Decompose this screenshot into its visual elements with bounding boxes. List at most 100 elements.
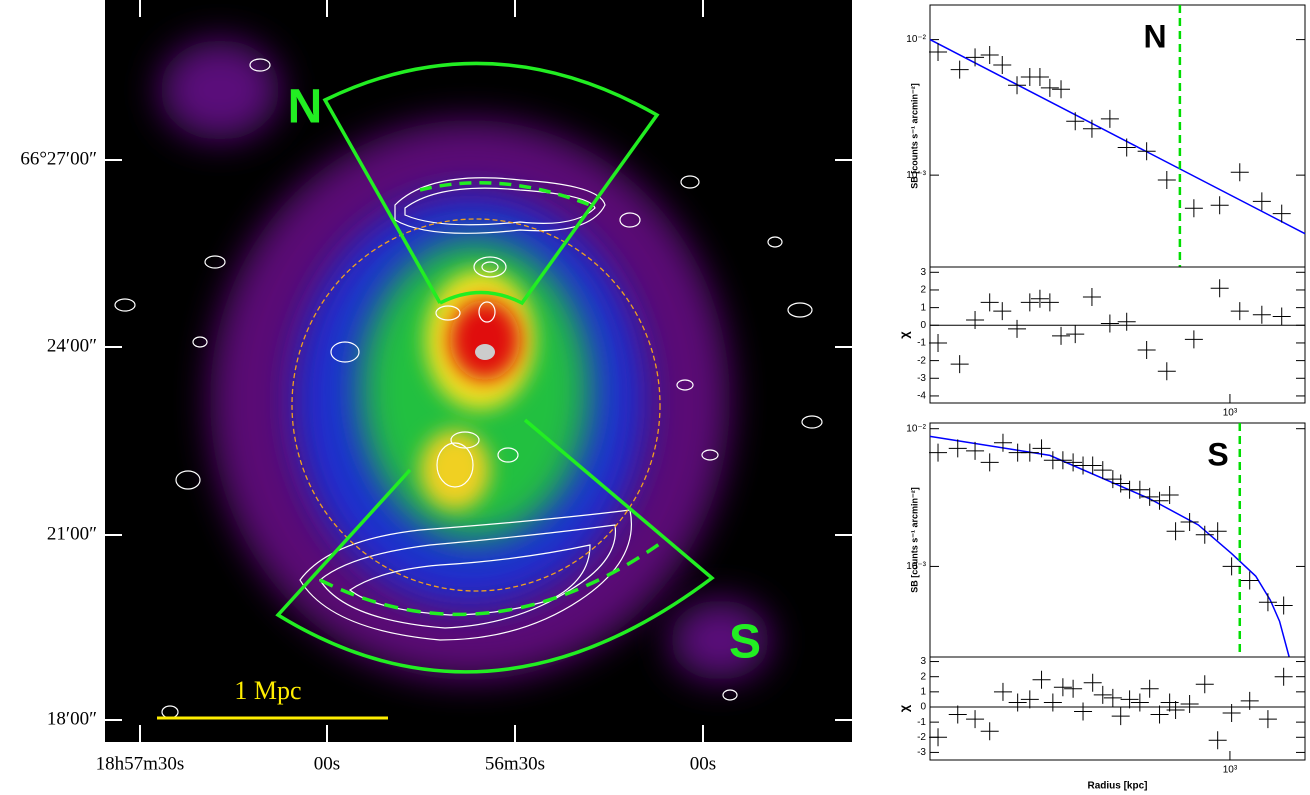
data-point	[1208, 731, 1227, 750]
data-point	[929, 333, 948, 352]
xray-image: 1 Mpc N S	[105, 0, 852, 742]
data-point	[1222, 557, 1241, 576]
data-point	[1157, 362, 1176, 381]
data-point	[1030, 67, 1049, 86]
data-point	[1074, 702, 1093, 721]
data-point	[1157, 171, 1176, 190]
data-point	[1020, 293, 1039, 312]
y-tick-label: -1	[917, 338, 926, 349]
data-point	[1140, 487, 1159, 506]
x-axis-label: Radius [kpc]	[1087, 781, 1147, 792]
data-point	[1040, 78, 1059, 97]
y-tick-label: 0	[920, 320, 926, 331]
data-point	[1195, 675, 1214, 694]
y-tick-label: 0	[920, 702, 926, 713]
data-point	[1117, 138, 1136, 157]
sector-label: N	[288, 81, 323, 134]
data-point	[1160, 486, 1179, 505]
data-point	[980, 453, 999, 472]
y-tick-label: 10⁻³	[906, 170, 926, 181]
data-point	[950, 355, 969, 374]
data-point	[966, 710, 985, 729]
data-point	[980, 45, 999, 64]
data-point	[1222, 704, 1241, 723]
y-tick-label: 3	[920, 267, 926, 278]
ra-tick-label: 18h57m30s	[96, 753, 185, 774]
data-point	[1103, 470, 1122, 489]
plot-frame	[929, 266, 1306, 404]
data-point	[948, 439, 967, 458]
y-tick-label: 1	[920, 686, 926, 697]
y-tick-label: -2	[917, 355, 926, 366]
data-point	[1082, 288, 1101, 307]
data-point	[929, 443, 948, 462]
data-point	[1150, 705, 1169, 724]
data-point	[1100, 109, 1119, 128]
data-point	[1117, 312, 1136, 331]
plot-frame	[929, 422, 1306, 658]
image-ticks	[105, 0, 852, 742]
data-point	[966, 441, 985, 460]
data-point	[993, 682, 1012, 701]
y-tick-label: 3	[920, 656, 926, 667]
y-tick-label: 10⁻²	[906, 34, 926, 45]
y-tick-label: 2	[920, 285, 926, 296]
data-point	[1066, 112, 1085, 131]
data-point	[1111, 707, 1130, 726]
data-point	[1053, 451, 1072, 470]
ra-tick-label: 56m30s	[485, 753, 545, 774]
data-point	[1130, 480, 1149, 499]
dec-tick-label: 24′00″	[47, 335, 97, 356]
scale-label: 1 Mpc	[234, 676, 301, 705]
data-point	[1258, 593, 1277, 612]
data-point	[1180, 694, 1199, 713]
data-point	[1252, 192, 1271, 211]
data-point	[1064, 679, 1083, 698]
data-point	[1100, 314, 1119, 333]
data-point	[1240, 571, 1259, 590]
data-point	[1103, 688, 1122, 707]
dec-tick-label: 18′00″	[47, 708, 97, 729]
data-point	[1252, 305, 1271, 324]
data-point	[1082, 119, 1101, 138]
y-axis-label: SB [counts s⁻¹ arcmin⁻²]	[909, 83, 919, 189]
data-point	[1093, 685, 1112, 704]
model-line	[929, 38, 1306, 235]
data-point	[966, 48, 985, 67]
panel-title: N	[1143, 18, 1166, 54]
data-point	[1272, 204, 1291, 223]
y-tick-label: -3	[917, 373, 926, 384]
data-point	[1240, 691, 1259, 710]
data-point	[1274, 596, 1293, 615]
data-point	[948, 705, 967, 724]
data-point	[1137, 142, 1156, 161]
radio-contours	[114, 58, 823, 719]
data-point	[1130, 693, 1149, 712]
data-point	[993, 55, 1012, 74]
y-tick-label: 10⁻²	[906, 423, 926, 434]
data-point	[993, 302, 1012, 321]
data-point	[1166, 701, 1185, 720]
x-tick-label: 10³	[1223, 408, 1238, 419]
data-point	[950, 60, 969, 79]
data-point	[1052, 326, 1071, 345]
data-point	[1030, 289, 1049, 308]
data-point	[1020, 443, 1039, 462]
data-point	[993, 433, 1012, 452]
data-point	[1053, 678, 1072, 697]
ra-tick-label: 00s	[314, 753, 340, 774]
data-point	[1150, 491, 1169, 510]
data-point	[1210, 196, 1229, 215]
data-point	[1230, 302, 1249, 321]
data-point	[929, 728, 948, 747]
panel-title: S	[1207, 436, 1228, 472]
y-tick-label: -2	[917, 732, 926, 743]
data-point	[1137, 341, 1156, 360]
data-point	[980, 722, 999, 741]
data-point	[1083, 456, 1102, 475]
r500-circle	[291, 218, 661, 592]
data-point	[1180, 513, 1199, 532]
y-tick-label: 2	[920, 671, 926, 682]
data-point	[1274, 667, 1293, 686]
